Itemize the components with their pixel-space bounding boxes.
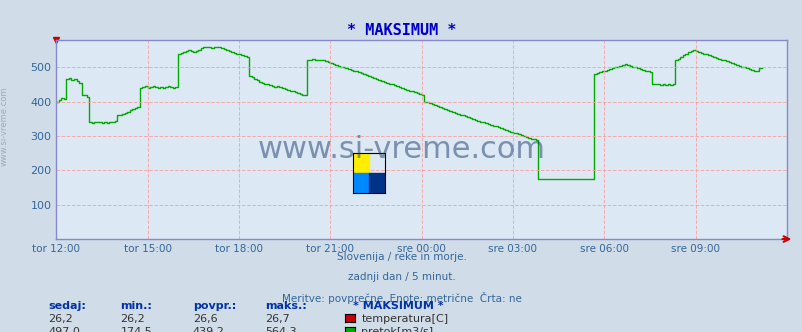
- Text: Slovenija / reke in morje.: Slovenija / reke in morje.: [336, 252, 466, 262]
- Text: www.si-vreme.com: www.si-vreme.com: [0, 86, 9, 166]
- Text: 26,2: 26,2: [120, 314, 145, 324]
- Text: min.:: min.:: [120, 301, 152, 311]
- Text: sedaj:: sedaj:: [48, 301, 86, 311]
- Text: povpr.:: povpr.:: [192, 301, 236, 311]
- Bar: [369, 173, 385, 193]
- Text: 564,3: 564,3: [265, 327, 296, 332]
- Text: maks.:: maks.:: [265, 301, 306, 311]
- Text: zadnji dan / 5 minut.: zadnji dan / 5 minut.: [347, 272, 455, 282]
- Text: * MAKSIMUM *: * MAKSIMUM *: [353, 301, 444, 311]
- Bar: [353, 153, 369, 173]
- Bar: [353, 173, 369, 193]
- Text: temperatura[C]: temperatura[C]: [361, 314, 448, 324]
- Text: www.si-vreme.com: www.si-vreme.com: [257, 135, 545, 164]
- Text: 174,5: 174,5: [120, 327, 152, 332]
- Text: 497,0: 497,0: [48, 327, 80, 332]
- Text: 26,6: 26,6: [192, 314, 217, 324]
- Text: Meritve: povprečne  Enote: metrične  Črta: ne: Meritve: povprečne Enote: metrične Črta:…: [282, 292, 520, 304]
- Text: * MAKSIMUM *: * MAKSIMUM *: [346, 23, 456, 38]
- Text: 26,2: 26,2: [48, 314, 73, 324]
- Text: 26,7: 26,7: [265, 314, 290, 324]
- Text: pretok[m3/s]: pretok[m3/s]: [361, 327, 433, 332]
- Text: 439,2: 439,2: [192, 327, 225, 332]
